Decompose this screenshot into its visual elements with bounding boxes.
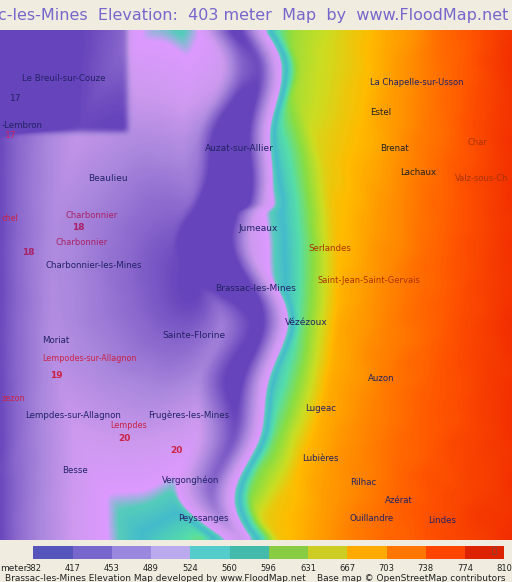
Text: -Lembron: -Lembron (2, 120, 43, 130)
Text: Lubières: Lubières (302, 453, 338, 463)
Text: 453: 453 (104, 565, 120, 573)
Text: Base map © OpenStreetMap contributors: Base map © OpenStreetMap contributors (317, 574, 506, 582)
Text: Charbonnier-les-Mines: Charbonnier-les-Mines (45, 261, 141, 269)
Text: Lindes: Lindes (428, 516, 456, 524)
Text: Charbonnier: Charbonnier (65, 211, 117, 219)
Text: 524: 524 (182, 565, 198, 573)
Text: 703: 703 (378, 565, 395, 573)
Text: Lempodes-sur-Allagnon: Lempodes-sur-Allagnon (42, 354, 136, 363)
Text: Lempdes-sur-Allagnon: Lempdes-sur-Allagnon (25, 411, 121, 420)
Text: Azérat: Azérat (385, 496, 413, 505)
Text: 810: 810 (496, 565, 512, 573)
Bar (269, 546, 308, 559)
Text: 738: 738 (418, 565, 434, 573)
Text: 631: 631 (300, 565, 316, 573)
Text: Ouillandre: Ouillandre (350, 513, 394, 523)
Bar (426, 546, 465, 559)
Text: Moriat: Moriat (42, 336, 69, 345)
Text: Valz-sous-Ch: Valz-sous-Ch (455, 173, 508, 183)
Text: 596: 596 (261, 565, 277, 573)
Text: Brassac-les-Mines Elevation Map developed by www.FloodMap.net: Brassac-les-Mines Elevation Map develope… (5, 574, 306, 582)
Text: Brassac-les-Mines  Elevation:  403 meter  Map  by  www.FloodMap.net  (beta): Brassac-les-Mines Elevation: 403 meter M… (0, 8, 512, 23)
Bar (465, 546, 504, 559)
Text: 17: 17 (10, 94, 22, 103)
Text: Auzat-sur-Allier: Auzat-sur-Allier (205, 144, 274, 152)
Bar (190, 546, 229, 559)
Text: 18: 18 (72, 223, 84, 232)
Text: 774: 774 (457, 565, 473, 573)
Bar (151, 546, 190, 559)
Text: meter: meter (0, 565, 27, 573)
Text: La Chapelle-sur-Usson: La Chapelle-sur-Usson (370, 78, 463, 87)
Text: 19: 19 (50, 371, 62, 379)
Text: chel: chel (2, 214, 19, 223)
Text: Saint-Jean-Saint-Gervais: Saint-Jean-Saint-Gervais (318, 276, 421, 285)
Text: Lempdes: Lempdes (110, 421, 146, 430)
Text: Lugeac: Lugeac (305, 404, 336, 413)
Text: 🔍: 🔍 (492, 546, 497, 555)
Text: Jumeaux: Jumeaux (238, 223, 278, 233)
Text: 18: 18 (22, 248, 34, 257)
Text: Lachaux: Lachaux (400, 168, 436, 177)
Text: 382: 382 (25, 565, 41, 573)
Text: 417: 417 (65, 565, 80, 573)
Text: Brassac-les-Mines: Brassac-les-Mines (215, 283, 296, 293)
Text: 560: 560 (222, 565, 238, 573)
Bar (33, 546, 73, 559)
Text: Char: Char (468, 138, 488, 147)
Text: Besse: Besse (62, 466, 88, 474)
Bar (308, 546, 347, 559)
Bar (229, 546, 269, 559)
Bar (387, 546, 426, 559)
Text: 20: 20 (170, 446, 182, 455)
Bar (73, 546, 112, 559)
Text: Serlandes: Serlandes (308, 244, 351, 253)
Bar (112, 546, 151, 559)
Text: Auzon: Auzon (368, 374, 395, 382)
Text: Estel: Estel (370, 108, 391, 117)
Text: Frugères-les-Mines: Frugères-les-Mines (148, 410, 229, 420)
Text: Peyssanges: Peyssanges (178, 513, 228, 523)
Text: Sainte-Florine: Sainte-Florine (162, 331, 225, 340)
Text: Beaulieu: Beaulieu (88, 173, 127, 183)
Text: Brenat: Brenat (380, 144, 409, 152)
Text: Rilhac: Rilhac (350, 478, 376, 487)
Text: 489: 489 (143, 565, 159, 573)
Text: zezon: zezon (2, 393, 26, 403)
Text: Vergonghéon: Vergonghéon (162, 475, 219, 485)
Text: Charbonnier: Charbonnier (55, 237, 107, 247)
Text: Vézézoux: Vézézoux (285, 318, 328, 327)
Bar (347, 546, 387, 559)
Text: 17: 17 (5, 131, 16, 140)
Text: 20: 20 (118, 434, 131, 443)
Text: Le Breuil-sur-Couze: Le Breuil-sur-Couze (22, 74, 105, 83)
Text: 667: 667 (339, 565, 355, 573)
